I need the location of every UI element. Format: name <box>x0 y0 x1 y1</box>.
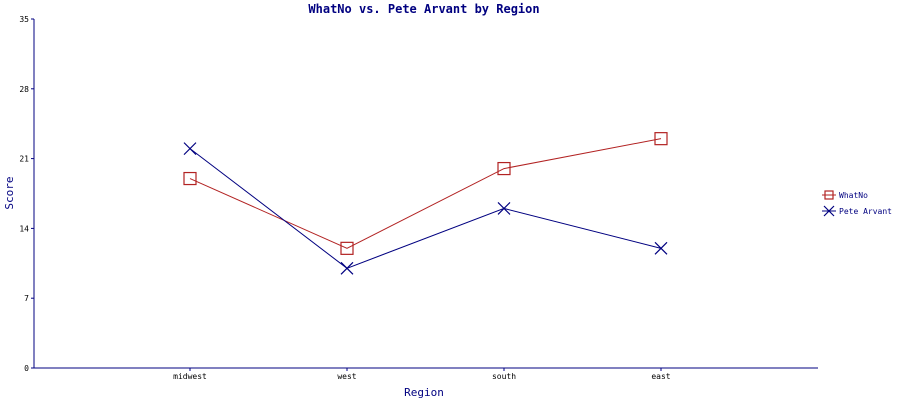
x-axis-label: Region <box>404 386 444 399</box>
legend-marker <box>824 190 834 200</box>
chart-title: WhatNo vs. Pete Arvant by Region <box>308 2 539 16</box>
y-tick-label: 14 <box>19 224 29 233</box>
series-line-pete-arvant <box>189 148 662 269</box>
data-point-0-0 <box>183 171 197 186</box>
data-point-1-3 <box>654 241 668 255</box>
x-tick-label: east <box>651 372 670 381</box>
y-tick-label: 21 <box>19 155 29 164</box>
y-tick-label: 7 <box>24 294 29 303</box>
plot-area: 0 7 14 21 28 35 midwest west south east <box>19 15 818 381</box>
legend-marker <box>823 205 835 217</box>
data-point-1-2 <box>497 202 511 215</box>
y-tick-label: 0 <box>24 364 29 373</box>
y-tick-label: 35 <box>19 15 29 24</box>
y-tick-label: 28 <box>19 85 29 94</box>
data-point-0-2 <box>497 161 511 176</box>
legend: WhatNo Pete Arvant <box>822 190 892 217</box>
x-tick-label: west <box>337 372 356 381</box>
legend-label: WhatNo <box>839 191 868 200</box>
x-tick-label: south <box>492 372 516 381</box>
data-point-1-1 <box>340 261 354 275</box>
legend-label: Pete Arvant <box>839 207 892 216</box>
y-axis-label: Score <box>3 176 16 209</box>
x-tick-label: midwest <box>173 372 207 381</box>
data-point-0-3 <box>654 132 668 146</box>
data-point-0-1 <box>340 241 354 255</box>
series-line-whatno <box>189 138 662 249</box>
data-point-1-0 <box>183 142 197 156</box>
